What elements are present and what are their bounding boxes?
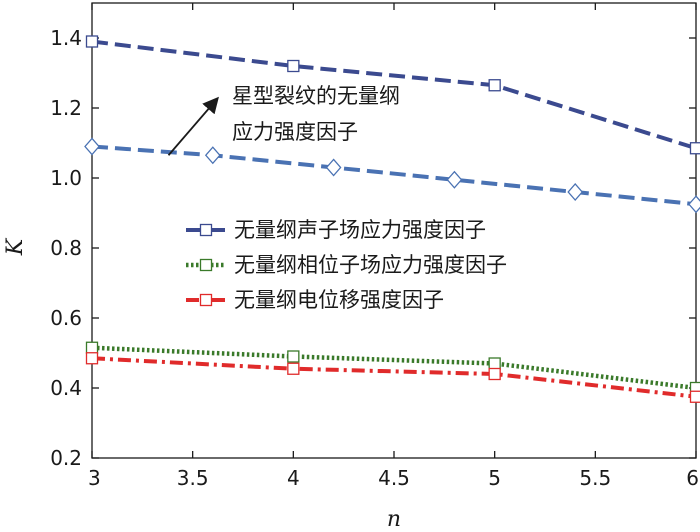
- data-point: [488, 357, 501, 370]
- data-point: [488, 367, 501, 381]
- series-layer: [84, 35, 700, 403]
- y-axis-title: K: [3, 237, 28, 256]
- series-2: [85, 341, 700, 395]
- data-point: [488, 79, 501, 92]
- y-tick-label: 0.8: [50, 236, 82, 260]
- y-tick-label: 1.4: [50, 26, 82, 50]
- data-point: [325, 158, 342, 177]
- annotation-arrow: [167, 96, 219, 156]
- data-point: [84, 137, 100, 156]
- series-line: [91, 39, 697, 151]
- series-line: [91, 144, 697, 207]
- data-point: [204, 146, 221, 165]
- series-line: [91, 356, 697, 399]
- data-point: [446, 170, 463, 189]
- y-tick-label: 1.0: [50, 166, 82, 190]
- data-point: [287, 59, 300, 73]
- x-tick-label: 5.5: [579, 466, 611, 490]
- legend-label: 无量纲电位移强度因子: [234, 288, 444, 312]
- legend-swatch-marker: [199, 293, 213, 307]
- legend-item: 无量纲相位子场应力强度因子: [186, 253, 507, 277]
- series-1: [84, 137, 700, 214]
- series-3: [85, 352, 700, 403]
- annotation-line-1: 星型裂纹的无量纲: [232, 84, 400, 108]
- x-tick-label: 4.5: [378, 466, 410, 490]
- x-axis-title: n: [387, 507, 401, 532]
- x-tick-label: 5: [488, 466, 501, 490]
- data-point: [689, 142, 700, 155]
- legend-label: 无量纲声子场应力强度因子: [234, 218, 486, 242]
- legend-label: 无量纲相位子场应力强度因子: [234, 253, 507, 277]
- annotation-line-2: 应力强度因子: [232, 120, 358, 144]
- y-tick-label: 1.2: [50, 96, 82, 120]
- data-point: [688, 195, 700, 214]
- data-point: [85, 35, 99, 48]
- data-point: [287, 362, 300, 375]
- y-tick-label: 0.2: [50, 446, 82, 470]
- data-point: [689, 390, 700, 403]
- x-tick-label: 3: [88, 466, 101, 490]
- x-tick-label: 3.5: [177, 466, 209, 490]
- axis-ticks: 3 3.5 4 4.5 5 5.5 6 0.2 0.4 0.6 0.8 1.0 1.2 1.4: [50, 3, 699, 490]
- legend-swatch-marker: [199, 223, 213, 237]
- data-point: [85, 352, 99, 365]
- data-point: [567, 182, 584, 202]
- annotation: 星型裂纹的无量纲 应力强度因子: [167, 84, 400, 156]
- legend-item: 无量纲电位移强度因子: [186, 288, 444, 312]
- x-tick-label: 4: [287, 466, 300, 490]
- data-point: [85, 341, 99, 354]
- data-point: [287, 350, 300, 363]
- legend-item: 无量纲声子场应力强度因子: [186, 218, 486, 242]
- x-tick-label: 6: [686, 466, 699, 490]
- series-0: [85, 35, 700, 155]
- series-line: [91, 345, 697, 391]
- y-tick-label: 0.6: [50, 306, 82, 330]
- legend-swatch-marker: [199, 258, 213, 272]
- y-tick-label: 0.4: [50, 376, 82, 400]
